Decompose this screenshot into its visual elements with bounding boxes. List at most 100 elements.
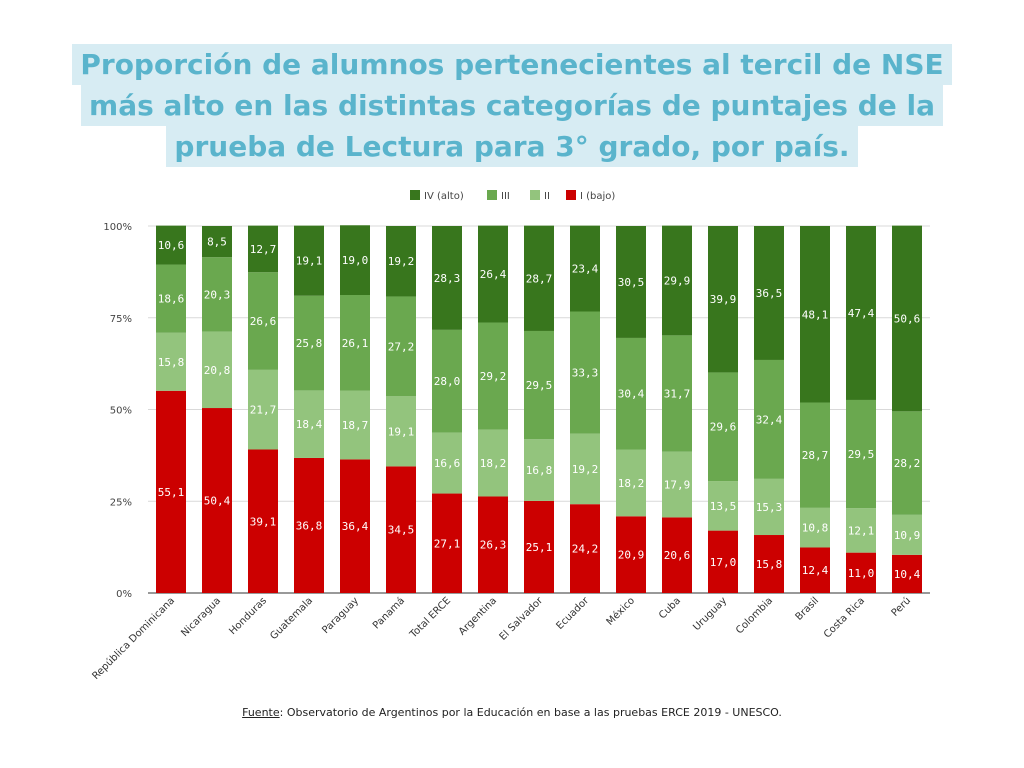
data-label: 50,4: [204, 495, 231, 508]
source-text: : Observatorio de Argentinos por la Educ…: [279, 706, 782, 719]
x-tick-label: Paraguay: [320, 595, 361, 636]
data-label: 25,8: [296, 337, 323, 350]
data-label: 20,6: [664, 549, 691, 562]
x-tick-label: República Dominicana: [90, 595, 177, 682]
bar-segment: [294, 225, 324, 296]
bar-segment: [524, 500, 554, 593]
bar-segment: [156, 390, 186, 593]
data-label: 12,4: [802, 564, 829, 577]
y-tick-label: 100%: [103, 222, 132, 233]
data-label: 20,8: [204, 364, 231, 377]
bar-segment: [800, 402, 830, 508]
data-label: 29,9: [664, 274, 691, 287]
bar-segment: [386, 296, 416, 397]
bar-segment: [248, 369, 278, 450]
bar-segment: [294, 390, 324, 458]
data-label: 26,3: [480, 539, 507, 552]
data-label: 15,3: [756, 501, 783, 514]
bar-segment: [524, 330, 554, 440]
data-label: 12,1: [848, 524, 875, 537]
data-label: 28,2: [894, 457, 921, 470]
data-label: 18,6: [158, 293, 185, 306]
bar-segment: [892, 411, 922, 515]
bar-segment: [156, 332, 186, 391]
bar-segment: [708, 372, 738, 482]
data-label: 20,3: [204, 288, 231, 301]
data-label: 19,1: [388, 425, 415, 438]
bar-segment: [708, 226, 738, 373]
data-label: 33,3: [572, 367, 599, 380]
y-tick-label: 75%: [110, 314, 132, 325]
bar-segment: [892, 514, 922, 555]
bar-segment: [570, 225, 600, 312]
source-note: Fuente: Observatorio de Argentinos por l…: [0, 706, 1024, 719]
data-label: 20,9: [618, 549, 645, 562]
data-label: 17,9: [664, 479, 691, 492]
data-label: 26,1: [342, 337, 369, 350]
x-tick-label: El Salvador: [498, 595, 546, 643]
data-label: 10,9: [894, 529, 921, 542]
bar-segment: [202, 257, 232, 332]
x-tick-label: Ecuador: [554, 595, 591, 632]
data-label: 31,7: [664, 388, 691, 401]
title-line-1: Proporción de alumnos pertenecientes al …: [72, 44, 952, 85]
bar-segment: [846, 399, 876, 509]
data-label: 8,5: [207, 236, 227, 249]
data-label: 39,9: [710, 293, 737, 306]
bar-segment: [248, 225, 278, 273]
data-label: 50,6: [894, 312, 921, 325]
bar-segment: [294, 295, 324, 391]
bar-segment: [248, 449, 278, 593]
data-label: 28,7: [526, 272, 553, 285]
bar-segment: [708, 481, 738, 531]
x-tick-label: Honduras: [227, 595, 269, 637]
legend-label: IV (alto): [424, 191, 464, 202]
data-label: 48,1: [802, 308, 829, 321]
bar-segment: [340, 294, 370, 391]
legend-swatch: [566, 190, 576, 200]
bar-segment: [478, 225, 508, 323]
title-line-3: prueba de Lectura para 3° grado, por paí…: [166, 126, 858, 167]
data-label: 29,5: [526, 379, 553, 392]
bar-segment: [570, 311, 600, 434]
bar-segment: [892, 225, 922, 412]
data-label: 19,1: [296, 255, 323, 268]
data-label: 13,5: [710, 500, 737, 513]
bar-segment: [754, 478, 784, 536]
bar-segment: [524, 439, 554, 501]
bar-segment: [616, 226, 646, 338]
bar-segment: [662, 335, 692, 452]
bar-segment: [156, 225, 186, 265]
data-label: 32,4: [756, 413, 783, 426]
data-label: 28,3: [434, 272, 461, 285]
y-tick-label: 0%: [116, 589, 132, 600]
bar-segment: [570, 433, 600, 505]
data-label: 29,6: [710, 421, 737, 434]
data-label: 24,2: [572, 543, 599, 556]
x-tick-label: Colombia: [734, 595, 775, 636]
bar-segment: [386, 226, 416, 297]
x-tick-label: Uruguay: [691, 595, 729, 633]
bar-segment: [432, 432, 462, 494]
data-label: 10,6: [158, 239, 185, 252]
bar-segment: [616, 337, 646, 450]
chart-title: Proporción de alumnos pertenecientes al …: [60, 44, 964, 167]
data-label: 36,5: [756, 287, 783, 300]
bar-segment: [892, 554, 922, 593]
legend-swatch: [487, 190, 497, 200]
data-label: 36,8: [296, 519, 323, 532]
legend-swatch: [530, 190, 540, 200]
data-label: 27,1: [434, 537, 461, 550]
bar-segment: [524, 225, 554, 331]
bar-segment: [800, 226, 830, 403]
data-label: 19,2: [572, 463, 599, 476]
bar-segment: [662, 517, 692, 593]
bar-segment: [570, 504, 600, 593]
bar-segment: [846, 226, 876, 400]
data-label: 29,5: [848, 448, 875, 461]
source-label: Fuente: [242, 706, 280, 719]
data-label: 19,0: [342, 254, 369, 267]
title-line-2: más alto en las distintas categorías de …: [81, 85, 943, 126]
x-tick-label: Panamá: [370, 595, 407, 632]
bar-segment: [202, 331, 232, 409]
